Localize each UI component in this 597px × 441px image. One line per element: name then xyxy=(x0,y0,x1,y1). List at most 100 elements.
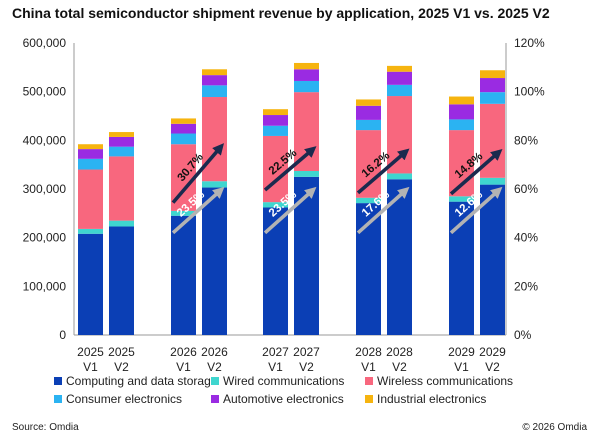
bar-segment xyxy=(387,84,412,97)
x-tick-version: V1 xyxy=(268,360,283,374)
bar-segment xyxy=(109,132,134,137)
bar-segment xyxy=(171,118,196,124)
bar-segment xyxy=(78,228,103,234)
growth-arrow-gray xyxy=(171,186,225,235)
bar-segment xyxy=(480,177,505,185)
legend-swatch xyxy=(211,377,219,385)
bar-segment xyxy=(294,69,319,81)
bar-segment xyxy=(171,215,196,335)
x-tick-year: 2025 xyxy=(108,345,135,359)
bar-segment xyxy=(78,233,103,335)
x-tick-year: 2025 xyxy=(77,345,104,359)
growth-arrow-gray xyxy=(356,186,410,235)
x-tick-version: V2 xyxy=(114,360,129,374)
bar-segment xyxy=(356,105,381,120)
bar-segment xyxy=(78,158,103,170)
bar-segment xyxy=(202,181,227,188)
legend-label: Computing and data storage xyxy=(66,374,218,388)
bar-segment xyxy=(387,173,412,180)
copyright-note: © 2026 Omdia xyxy=(522,422,587,433)
bar-segment xyxy=(202,97,227,182)
y-tick-label: 100,000 xyxy=(23,279,67,293)
bar-segment xyxy=(480,70,505,79)
bar-segment xyxy=(109,136,134,147)
bar-segment xyxy=(202,69,227,76)
bar-segment xyxy=(109,156,134,221)
growth-arrow-navy xyxy=(171,143,224,204)
y-tick-label: 600,000 xyxy=(23,36,67,50)
bar-segment xyxy=(387,65,412,72)
y-tick-label: 0 xyxy=(59,328,66,342)
chart-title: China total semiconductor shipment reven… xyxy=(12,5,550,21)
bar-segment xyxy=(263,125,288,136)
bar-segment xyxy=(356,197,381,204)
legend-label: Wired communications xyxy=(223,374,344,388)
y2-tick-label: 100% xyxy=(514,85,545,99)
y2-tick-label: 40% xyxy=(514,231,538,245)
x-tick-year: 2028 xyxy=(386,345,413,359)
y2-tick-label: 60% xyxy=(514,182,538,196)
bar-segment xyxy=(449,96,474,105)
bar-segment xyxy=(263,207,288,335)
legend-label: Wireless communications xyxy=(377,374,513,388)
legend-swatch xyxy=(211,395,219,403)
bar-segment xyxy=(263,115,288,126)
x-tick-version: V1 xyxy=(361,360,376,374)
bar-segment xyxy=(294,176,319,335)
bar-segment xyxy=(294,170,319,177)
bar-segment xyxy=(449,104,474,120)
bar-segment xyxy=(263,135,288,203)
legend-swatch xyxy=(365,377,373,385)
growth-arrow-navy xyxy=(449,148,503,196)
bar-segment xyxy=(202,75,227,86)
x-tick-year: 2028 xyxy=(355,345,382,359)
x-tick-version: V2 xyxy=(207,360,222,374)
x-tick-year: 2026 xyxy=(201,345,228,359)
bar-segment xyxy=(449,196,474,202)
y-tick-label: 500,000 xyxy=(23,85,67,99)
legend-swatch xyxy=(365,395,373,403)
bar-segment xyxy=(480,184,505,335)
growth-arrow-gray xyxy=(263,186,317,235)
x-tick-year: 2027 xyxy=(262,345,289,359)
bar-segment xyxy=(202,85,227,98)
y2-tick-label: 20% xyxy=(514,279,538,293)
bar-segment xyxy=(356,99,381,106)
x-tick-version: V2 xyxy=(299,360,314,374)
x-tick-year: 2029 xyxy=(448,345,475,359)
bar-segment xyxy=(294,80,319,93)
bar-segment xyxy=(294,92,319,171)
legend-swatch xyxy=(54,395,62,403)
bar-segment xyxy=(109,146,134,157)
x-tick-version: V1 xyxy=(176,360,191,374)
x-tick-year: 2027 xyxy=(293,345,320,359)
legend-label: Automotive electronics xyxy=(223,392,344,406)
y-tick-label: 200,000 xyxy=(23,231,67,245)
growth-arrow-navy xyxy=(356,148,410,195)
y2-tick-label: 80% xyxy=(514,133,538,147)
growth-arrow-navy xyxy=(263,146,317,192)
x-tick-year: 2026 xyxy=(170,345,197,359)
bar-segment xyxy=(263,202,288,208)
bar-segment xyxy=(171,123,196,134)
x-tick-year: 2029 xyxy=(479,345,506,359)
source-note: Source: Omdia xyxy=(12,422,79,433)
bar-segment xyxy=(109,226,134,335)
bar-segment xyxy=(78,144,103,150)
bar-segment xyxy=(78,149,103,159)
bar-segment xyxy=(356,119,381,131)
x-tick-version: V1 xyxy=(83,360,98,374)
x-tick-version: V1 xyxy=(454,360,469,374)
bar-segment xyxy=(78,169,103,229)
legend-label: Industrial electronics xyxy=(377,392,486,406)
bar-segment xyxy=(480,78,505,93)
bar-segment xyxy=(171,210,196,216)
y-tick-label: 400,000 xyxy=(23,133,67,147)
bar-segment xyxy=(387,71,412,85)
bar-segment xyxy=(202,187,227,335)
x-tick-version: V2 xyxy=(392,360,407,374)
bar-segment xyxy=(171,133,196,145)
y2-tick-label: 0% xyxy=(514,328,532,342)
